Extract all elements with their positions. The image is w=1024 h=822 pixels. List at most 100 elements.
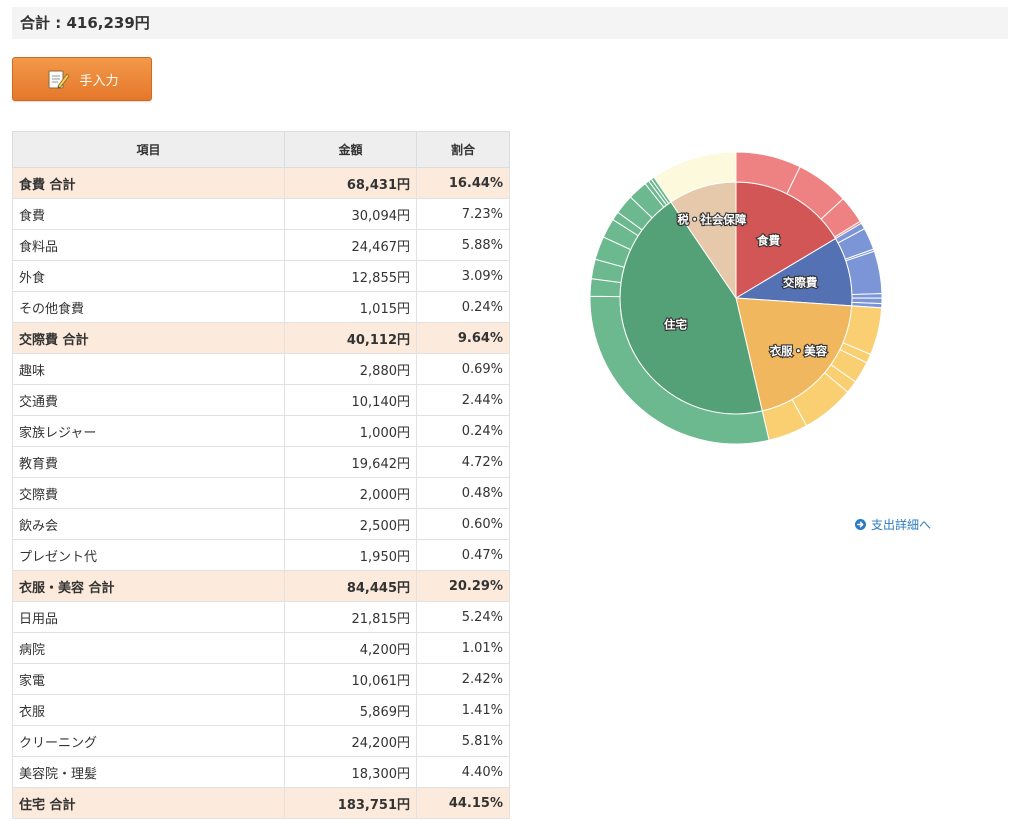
table-row: その他食費 1,015円 0.24% xyxy=(12,291,510,323)
ratio-cell: 9.64% xyxy=(416,322,510,354)
item-cell: 病院 xyxy=(12,632,285,664)
amount-cell: 2,500円 xyxy=(284,508,417,540)
header-ratio: 割合 xyxy=(416,131,510,168)
table-row: 食費 30,094円 7.23% xyxy=(12,198,510,230)
table-row: 日用品 21,815円 5.24% xyxy=(12,601,510,633)
table-row: 衣服 5,869円 1.41% xyxy=(12,694,510,726)
table-row: 教育費 19,642円 4.72% xyxy=(12,446,510,478)
amount-cell: 21,815円 xyxy=(284,601,417,633)
ratio-cell: 1.01% xyxy=(416,632,510,664)
amount-cell: 1,950円 xyxy=(284,539,417,571)
item-cell: 食費 xyxy=(12,198,285,230)
manual-entry-label: 手入力 xyxy=(79,73,119,89)
item-cell: 美容院・理髪 xyxy=(12,756,285,788)
item-cell: プレゼント代 xyxy=(12,539,285,571)
table-row: プレゼント代 1,950円 0.47% xyxy=(12,539,510,571)
item-cell: 家族レジャー xyxy=(12,415,285,447)
table-row: 食料品 24,467円 5.88% xyxy=(12,229,510,261)
pencil-note-icon xyxy=(48,70,71,89)
table-header-row: 項目 金額 割合 xyxy=(12,131,510,168)
header-amount: 金額 xyxy=(284,131,417,168)
table-row: 家電 10,061円 2.42% xyxy=(12,663,510,695)
expense-breakdown-table: 項目 金額 割合 食費 合計 68,431円 16.44% 食費 30,094円 7.23… xyxy=(12,131,510,819)
item-cell: 趣味 xyxy=(12,353,285,385)
amount-cell: 4,200円 xyxy=(284,632,417,664)
amount-cell: 68,431円 xyxy=(284,167,417,199)
amount-cell: 18,300円 xyxy=(284,756,417,788)
amount-cell: 2,000円 xyxy=(284,477,417,509)
table-row: 美容院・理髪 18,300円 4.40% xyxy=(12,756,510,788)
expense-detail-label: 支出詳細へ xyxy=(871,518,932,532)
ratio-cell: 5.81% xyxy=(416,725,510,757)
pie-slice-label: 交際費 xyxy=(783,276,818,290)
amount-cell: 2,880円 xyxy=(284,353,417,385)
item-cell: 外食 xyxy=(12,260,285,292)
arrow-circle-right-icon xyxy=(855,519,866,530)
ratio-cell: 0.24% xyxy=(416,415,510,447)
item-cell: 教育費 xyxy=(12,446,285,478)
pie-slice-label: 住宅 xyxy=(664,317,687,331)
amount-cell: 183,751円 xyxy=(284,787,417,819)
ratio-cell: 20.29% xyxy=(416,570,510,602)
item-cell: 住宅 合計 xyxy=(12,787,285,819)
table-row: クリーニング 24,200円 5.81% xyxy=(12,725,510,757)
ratio-cell: 7.23% xyxy=(416,198,510,230)
expense-detail-link[interactable]: 支出詳細へ xyxy=(855,516,931,533)
amount-cell: 30,094円 xyxy=(284,198,417,230)
item-cell: 交通費 xyxy=(12,384,285,416)
table-row: 外食 12,855円 3.09% xyxy=(12,260,510,292)
total-summary: 合計 : 416,239円 xyxy=(12,7,1008,39)
item-cell: 衣服・美容 合計 xyxy=(12,570,285,602)
amount-cell: 1,015円 xyxy=(284,291,417,323)
item-cell: クリーニング xyxy=(12,725,285,757)
ratio-cell: 0.47% xyxy=(416,539,510,571)
amount-cell: 19,642円 xyxy=(284,446,417,478)
table-row: 病院 4,200円 1.01% xyxy=(12,632,510,664)
ratio-cell: 0.24% xyxy=(416,291,510,323)
pie-slice-label: 税・社会保障 xyxy=(677,213,746,227)
ratio-cell: 5.88% xyxy=(416,229,510,261)
ratio-cell: 3.09% xyxy=(416,260,510,292)
amount-cell: 24,467円 xyxy=(284,229,417,261)
table-row: 交通費 10,140円 2.44% xyxy=(12,384,510,416)
ratio-cell: 0.69% xyxy=(416,353,510,385)
item-cell: 交際費 合計 xyxy=(12,322,285,354)
ratio-cell: 4.72% xyxy=(416,446,510,478)
table-row: 交際費 2,000円 0.48% xyxy=(12,477,510,509)
item-cell: その他食費 xyxy=(12,291,285,323)
ratio-cell: 0.48% xyxy=(416,477,510,509)
item-cell: 衣服 xyxy=(12,694,285,726)
ratio-cell: 5.24% xyxy=(416,601,510,633)
item-cell: 食費 合計 xyxy=(12,167,285,199)
pie-slice-label: 衣服・美容 xyxy=(770,344,828,358)
category-total-row: 住宅 合計 183,751円 44.15% xyxy=(12,787,510,819)
table-row: 家族レジャー 1,000円 0.24% xyxy=(12,415,510,447)
expense-pie-chart: 食費交際費衣服・美容 住宅 税・社会保障 xyxy=(590,152,882,444)
header-item: 項目 xyxy=(12,131,285,168)
category-total-row: 衣服・美容 合計 84,445円 20.29% xyxy=(12,570,510,602)
ratio-cell: 16.44% xyxy=(416,167,510,199)
item-cell: 日用品 xyxy=(12,601,285,633)
amount-cell: 5,869円 xyxy=(284,694,417,726)
ratio-cell: 0.60% xyxy=(416,508,510,540)
amount-cell: 24,200円 xyxy=(284,725,417,757)
ratio-cell: 2.42% xyxy=(416,663,510,695)
ratio-cell: 2.44% xyxy=(416,384,510,416)
manual-entry-button[interactable]: 手入力 xyxy=(12,57,152,101)
table-row: 趣味 2,880円 0.69% xyxy=(12,353,510,385)
category-total-row: 交際費 合計 40,112円 9.64% xyxy=(12,322,510,354)
table-row: 飲み会 2,500円 0.60% xyxy=(12,508,510,540)
amount-cell: 1,000円 xyxy=(284,415,417,447)
amount-cell: 84,445円 xyxy=(284,570,417,602)
item-cell: 食料品 xyxy=(12,229,285,261)
pie-slice-label: 食費 xyxy=(757,234,780,248)
item-cell: 交際費 xyxy=(12,477,285,509)
amount-cell: 10,140円 xyxy=(284,384,417,416)
category-total-row: 食費 合計 68,431円 16.44% xyxy=(12,167,510,199)
amount-cell: 10,061円 xyxy=(284,663,417,695)
ratio-cell: 44.15% xyxy=(416,787,510,819)
amount-cell: 40,112円 xyxy=(284,322,417,354)
pie-slice-outer xyxy=(851,293,882,299)
ratio-cell: 4.40% xyxy=(416,756,510,788)
